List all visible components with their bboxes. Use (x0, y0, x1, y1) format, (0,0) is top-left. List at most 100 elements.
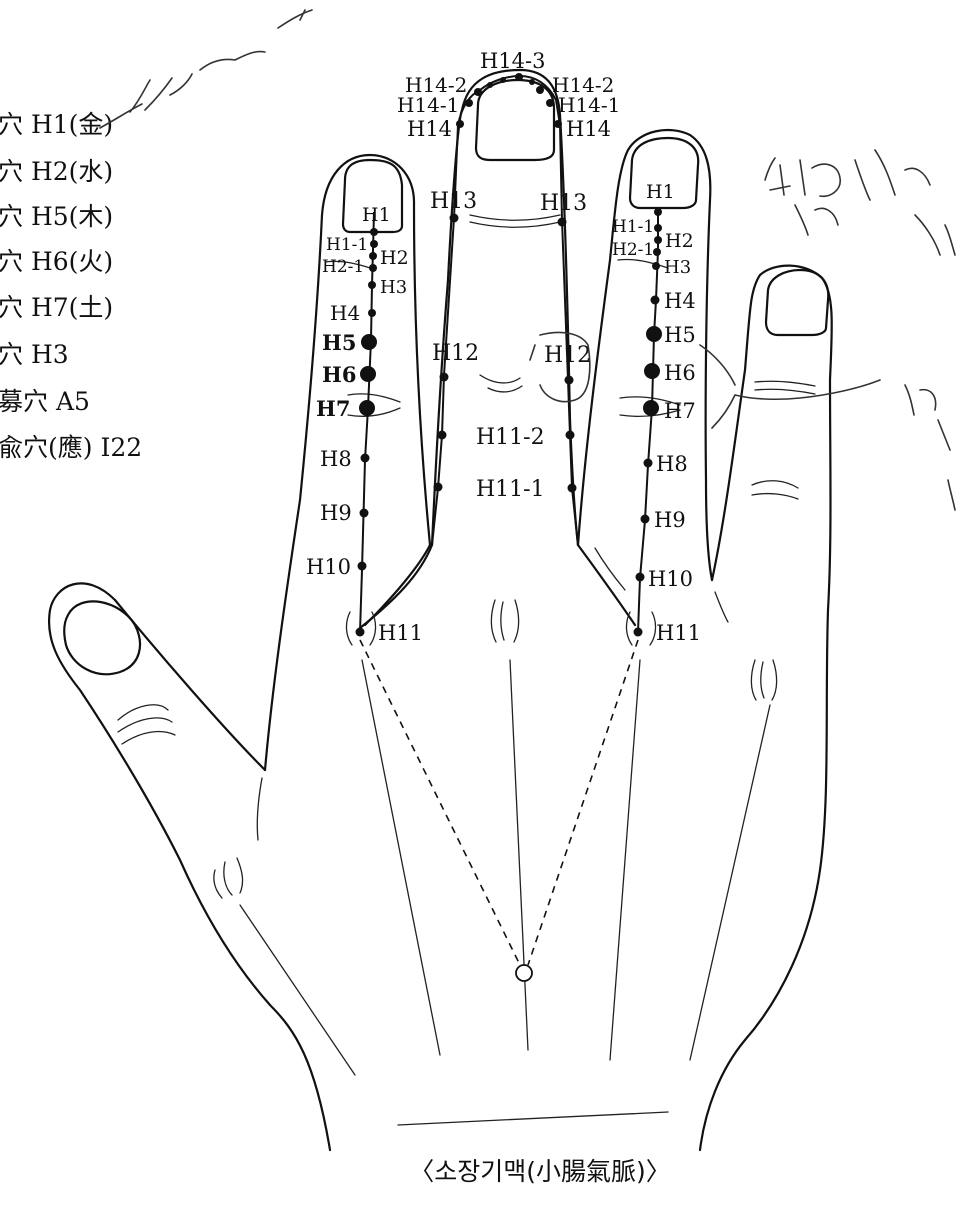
point-h10 (635, 572, 645, 582)
label-h2-1: H2-1 (322, 257, 364, 277)
point-h8 (643, 458, 653, 468)
point-h14-3 (515, 73, 523, 81)
point-h14 (456, 120, 464, 128)
label-h11: H11 (378, 621, 423, 645)
point-h4 (368, 309, 376, 317)
legend: 穴 H1(金) 穴 H2(水) 穴 H5(木) 穴 H6(火) 穴 H7(土) … (0, 110, 142, 462)
point-h3 (368, 281, 376, 289)
point-h14 (554, 120, 562, 128)
pencil-annotations (99, 9, 956, 511)
legend-item: 穴 H5(木) (0, 202, 113, 231)
point-h14-line (487, 82, 493, 88)
label-h14-1: H14-1 (558, 93, 620, 117)
point-h8 (360, 453, 370, 463)
point-h10 (357, 561, 367, 571)
point-h11-2 (437, 430, 447, 440)
legend-item: 穴 H2(水) (0, 157, 113, 186)
label-h13: H13 (540, 191, 587, 216)
point-h5 (646, 326, 662, 342)
point-h14-2 (536, 86, 544, 94)
point-h7 (643, 400, 659, 416)
point-h14-2 (474, 88, 482, 96)
dashed-converging-lines (359, 639, 639, 982)
label-h10: H10 (648, 567, 693, 591)
label-h2-1: H2-1 (612, 240, 654, 260)
label-h2: H2 (380, 247, 409, 269)
label-h1-1: H1-1 (326, 235, 368, 255)
label-h12: H12 (544, 343, 591, 368)
label-h8: H8 (656, 452, 688, 476)
label-h7: H7 (664, 399, 696, 423)
label-h6: H6 (664, 361, 696, 385)
point-h4 (650, 295, 660, 305)
point-h6 (360, 366, 376, 382)
label-h1: H1 (362, 204, 391, 226)
point-h3 (652, 262, 660, 270)
diagram-caption: 〈소장기맥(小腸氣脈)〉 (409, 1157, 671, 1186)
legend-item: 穴 H7(土) (0, 293, 113, 322)
point-h14-line (529, 79, 535, 85)
label-h1-1: H1-1 (612, 217, 654, 237)
label-h14-1: H14-1 (397, 93, 459, 117)
label-h11: H11 (656, 621, 701, 645)
point-h7 (359, 400, 375, 416)
point-h5 (361, 334, 377, 350)
legend-item: 募穴 A5 (0, 387, 90, 416)
label-h5: H5 (322, 330, 356, 355)
point-h1-1 (370, 240, 378, 248)
point-h14-1 (546, 99, 554, 107)
point-h12 (439, 372, 449, 382)
point-h1-1 (654, 224, 662, 232)
point-h11-1 (433, 482, 443, 492)
point-h2-1 (369, 264, 377, 272)
label-h2: H2 (665, 230, 694, 252)
legend-item: 穴 H1(金) (0, 110, 113, 139)
point-h6 (644, 363, 660, 379)
point-h11 (633, 627, 643, 637)
labels-index-finger: H1 H1-1 H2 H2-1 H3 H4 H5 H6 H7 H8 H9 H10… (306, 204, 423, 645)
point-h14-line (500, 77, 506, 83)
label-h4: H4 (664, 289, 696, 313)
label-h8: H8 (320, 447, 352, 471)
label-h14: H14 (407, 117, 452, 141)
point-h2 (654, 236, 662, 244)
label-h9: H9 (654, 508, 686, 532)
labels-ring-finger: H1 H1-1 H2 H2-1 H3 H4 H5 H6 H7 H8 H9 H10… (612, 181, 701, 645)
point-h1 (654, 208, 662, 216)
label-h11-2: H11-2 (476, 425, 545, 450)
label-h5: H5 (664, 323, 696, 347)
point-h11-1 (567, 483, 577, 493)
label-h7: H7 (316, 396, 350, 421)
point-h14-1 (465, 99, 473, 107)
label-h14: H14 (566, 117, 611, 141)
point-h2-1 (653, 248, 661, 256)
point-h1 (370, 228, 378, 236)
point-h11-2 (565, 430, 575, 440)
labels-middle-finger: H14-3 H14-2 H14-2 H14-1 H14-1 H14 H14 H1… (397, 49, 620, 502)
label-h4: H4 (330, 301, 360, 325)
label-h10: H10 (306, 555, 351, 579)
point-h13 (557, 217, 567, 227)
label-h14-2: H14-2 (405, 73, 467, 97)
convergence-point (515, 964, 533, 982)
label-h12: H12 (432, 341, 479, 366)
point-h12 (564, 375, 574, 385)
point-h9 (640, 514, 650, 524)
label-h14-3: H14-3 (480, 49, 546, 73)
label-h11-1: H11-1 (476, 477, 545, 502)
label-h3: H3 (664, 257, 691, 278)
point-h11 (355, 627, 365, 637)
label-h9: H9 (320, 501, 352, 525)
label-h3: H3 (380, 277, 407, 298)
legend-item: 穴 H3 (0, 340, 69, 369)
creases (117, 214, 816, 1126)
label-h6: H6 (322, 362, 356, 387)
label-h14-2: H14-2 (552, 73, 614, 97)
label-h1: H1 (646, 181, 675, 203)
acupoints (355, 73, 662, 637)
hand-outline (47, 68, 833, 1152)
point-h9 (359, 508, 369, 518)
legend-item: 穴 H6(火) (0, 247, 113, 276)
label-h13: H13 (430, 189, 477, 214)
